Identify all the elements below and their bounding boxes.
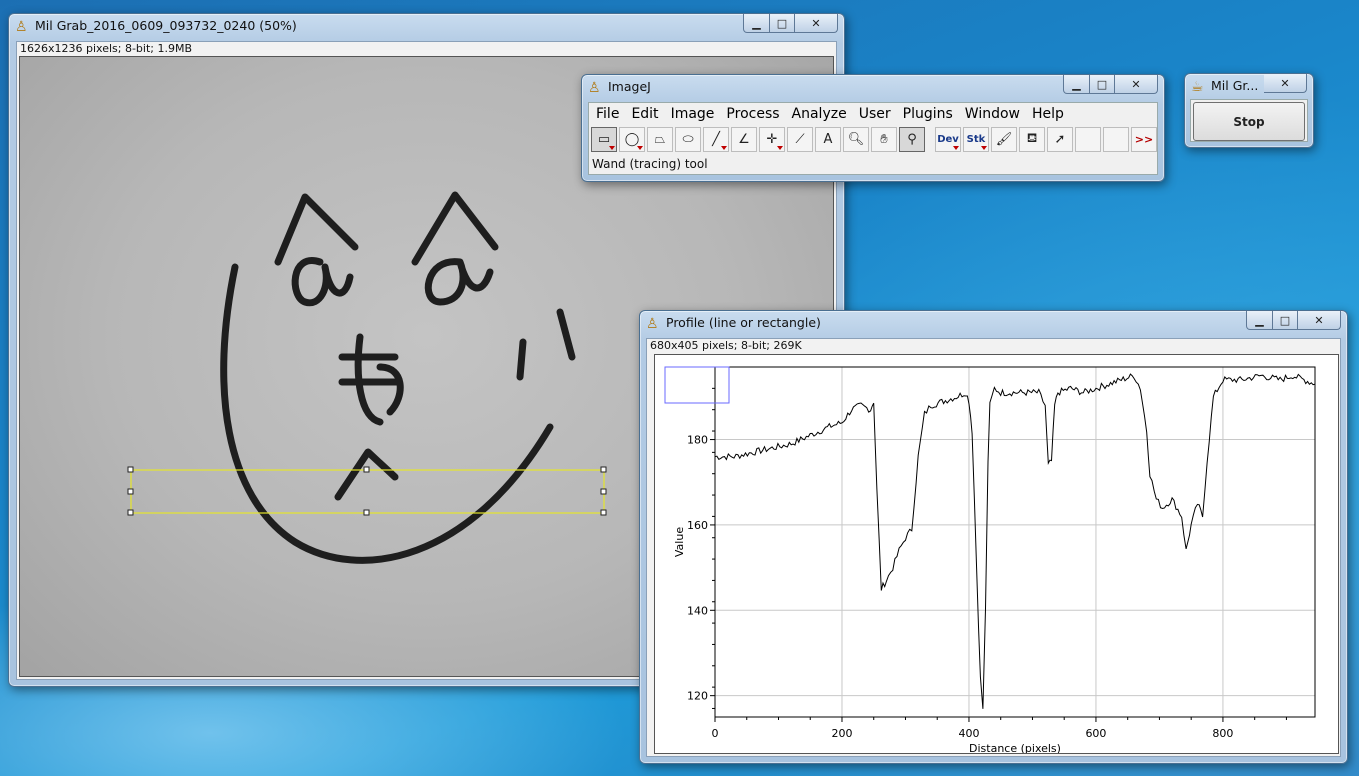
profile-client: 680x405 pixels; 8-bit; 269K 0 200 400 600 80… bbox=[646, 338, 1341, 757]
dropper-tool-icon[interactable]: ⚲ bbox=[899, 127, 925, 152]
menu-help[interactable]: Help bbox=[1031, 106, 1064, 122]
flood-fill-icon[interactable]: ⛾ bbox=[1019, 127, 1045, 152]
imagej-titlebar[interactable]: ♙ ImageJ ▁ □ ✕ bbox=[582, 75, 1164, 101]
menu-window[interactable]: Window bbox=[964, 106, 1020, 122]
more-tools-icon[interactable]: >> bbox=[1131, 127, 1157, 152]
x-tick-label: 200 bbox=[831, 727, 852, 740]
dropdown-indicator-icon bbox=[637, 146, 643, 150]
imagej-client: File Edit Image Process Analyze User Plu… bbox=[588, 102, 1158, 175]
close-button[interactable]: ✕ bbox=[1264, 74, 1307, 93]
brush-tool-icon[interactable]: 🖌︎ bbox=[991, 127, 1017, 152]
maximize-button[interactable]: □ bbox=[1090, 75, 1115, 94]
profile-window[interactable]: ♙ Profile (line or rectangle) ▁ □ ✕ 680x… bbox=[639, 310, 1348, 764]
legend-box bbox=[664, 366, 730, 404]
menu-edit[interactable]: Edit bbox=[631, 106, 659, 122]
oval-tool-icon[interactable]: ◯ bbox=[619, 127, 645, 152]
imagej-microscope-icon: ♙ bbox=[646, 316, 659, 332]
x-tick-label: 600 bbox=[1085, 727, 1106, 740]
arrow-tool-icon[interactable]: ➚ bbox=[1047, 127, 1073, 152]
menu-plugins[interactable]: Plugins bbox=[902, 106, 953, 122]
imagej-microscope-icon: ♙ bbox=[588, 80, 601, 96]
mil-grab-titlebar[interactable]: ☕︎ Mil Gr... ✕ bbox=[1185, 74, 1313, 100]
drawing-photo bbox=[127, 191, 607, 564]
developer-menu-icon[interactable]: Dev bbox=[935, 127, 961, 152]
image-window-titlebar[interactable]: ♙ Mil Grab_2016_0609_093732_0240 (50%) ▁… bbox=[9, 14, 844, 40]
menu-image[interactable]: Image bbox=[670, 106, 715, 122]
dropdown-indicator-icon bbox=[953, 146, 959, 150]
menu-process[interactable]: Process bbox=[726, 106, 780, 122]
empty-slot-icon[interactable] bbox=[1103, 127, 1129, 152]
x-axis-label: Distance (pixels) bbox=[969, 742, 1061, 753]
image-info-text: 1626x1236 pixels; 8-bit; 1.9MB bbox=[20, 42, 193, 55]
empty-slot-icon[interactable] bbox=[1075, 127, 1101, 152]
java-cup-icon: ☕︎ bbox=[1191, 79, 1204, 95]
profile-plot[interactable]: 0 200 400 600 800 120 140 160 180 Distance (pixel… bbox=[655, 355, 1338, 755]
hand-tool-icon[interactable]: ✋︎ bbox=[871, 127, 897, 152]
mil-grab-client: Stop bbox=[1190, 99, 1308, 142]
y-tick-label: 120 bbox=[687, 690, 708, 703]
maximize-button[interactable]: □ bbox=[1273, 311, 1298, 330]
minimize-button[interactable]: ▁ bbox=[1246, 311, 1273, 330]
point-tool-icon[interactable]: ✛ bbox=[759, 127, 785, 152]
minimize-button[interactable]: ▁ bbox=[743, 14, 770, 33]
text-tool-icon[interactable]: A bbox=[815, 127, 841, 152]
tool-bar: ▭ ◯ ⏢ ⬭ ╱ ∠ ✛ ⟋ A 🔍︎ ✋︎ ⚲ Dev Stk 🖌︎ ⛾ ➚ >> bbox=[591, 127, 1159, 154]
magnifier-tool-icon[interactable]: 🔍︎ bbox=[843, 127, 869, 152]
plot-frame: 0 200 400 600 800 120 140 160 180 Distance (pixel… bbox=[654, 354, 1339, 755]
mil-grab-window[interactable]: ☕︎ Mil Gr... ✕ Stop bbox=[1184, 73, 1314, 148]
x-tick-label: 0 bbox=[712, 727, 719, 740]
y-tick-label: 160 bbox=[687, 519, 708, 532]
mil-grab-title: Mil Gr... bbox=[1211, 78, 1259, 93]
profile-info-text: 680x405 pixels; 8-bit; 269K bbox=[650, 339, 802, 352]
imagej-toolbar-window[interactable]: ♙ ImageJ ▁ □ ✕ File Edit Image Process A… bbox=[581, 74, 1165, 182]
profile-series-line bbox=[714, 373, 1316, 709]
y-tick-label: 180 bbox=[687, 434, 708, 447]
menu-analyze[interactable]: Analyze bbox=[791, 106, 847, 122]
maximize-button[interactable]: □ bbox=[770, 14, 795, 33]
stop-button[interactable]: Stop bbox=[1193, 102, 1305, 141]
dropdown-indicator-icon bbox=[777, 146, 783, 150]
imagej-microscope-icon: ♙ bbox=[15, 19, 28, 35]
y-axis-label: Value bbox=[673, 527, 686, 557]
close-button[interactable]: ✕ bbox=[1298, 311, 1341, 330]
profile-titlebar[interactable]: ♙ Profile (line or rectangle) ▁ □ ✕ bbox=[640, 311, 1347, 337]
minimize-button[interactable]: ▁ bbox=[1063, 75, 1090, 94]
menubar: File Edit Image Process Analyze User Plu… bbox=[589, 103, 1157, 125]
rectangle-tool-icon[interactable]: ▭ bbox=[591, 127, 617, 152]
close-button[interactable]: ✕ bbox=[795, 14, 838, 33]
plot-area-border bbox=[714, 366, 1316, 718]
dropdown-indicator-icon bbox=[609, 146, 615, 150]
menu-user[interactable]: User bbox=[858, 106, 891, 122]
stack-tools-icon[interactable]: Stk bbox=[963, 127, 989, 152]
wand-tool-icon[interactable]: ⟋ bbox=[787, 127, 813, 152]
imagej-title: ImageJ bbox=[608, 79, 651, 94]
x-tick-label: 400 bbox=[958, 727, 979, 740]
y-tick-label: 140 bbox=[687, 604, 708, 617]
freehand-tool-icon[interactable]: ⬭ bbox=[675, 127, 701, 152]
image-window-title: Mil Grab_2016_0609_093732_0240 (50%) bbox=[35, 18, 297, 33]
x-tick-label: 800 bbox=[1212, 727, 1233, 740]
menu-file[interactable]: File bbox=[596, 106, 620, 122]
close-button[interactable]: ✕ bbox=[1115, 75, 1158, 94]
dropdown-indicator-icon bbox=[981, 146, 987, 150]
polygon-tool-icon[interactable]: ⏢ bbox=[647, 127, 673, 152]
line-tool-icon[interactable]: ╱ bbox=[703, 127, 729, 152]
status-text: Wand (tracing) tool bbox=[592, 157, 708, 171]
angle-tool-icon[interactable]: ∠ bbox=[731, 127, 757, 152]
profile-title: Profile (line or rectangle) bbox=[666, 315, 821, 330]
dropdown-indicator-icon bbox=[721, 146, 727, 150]
